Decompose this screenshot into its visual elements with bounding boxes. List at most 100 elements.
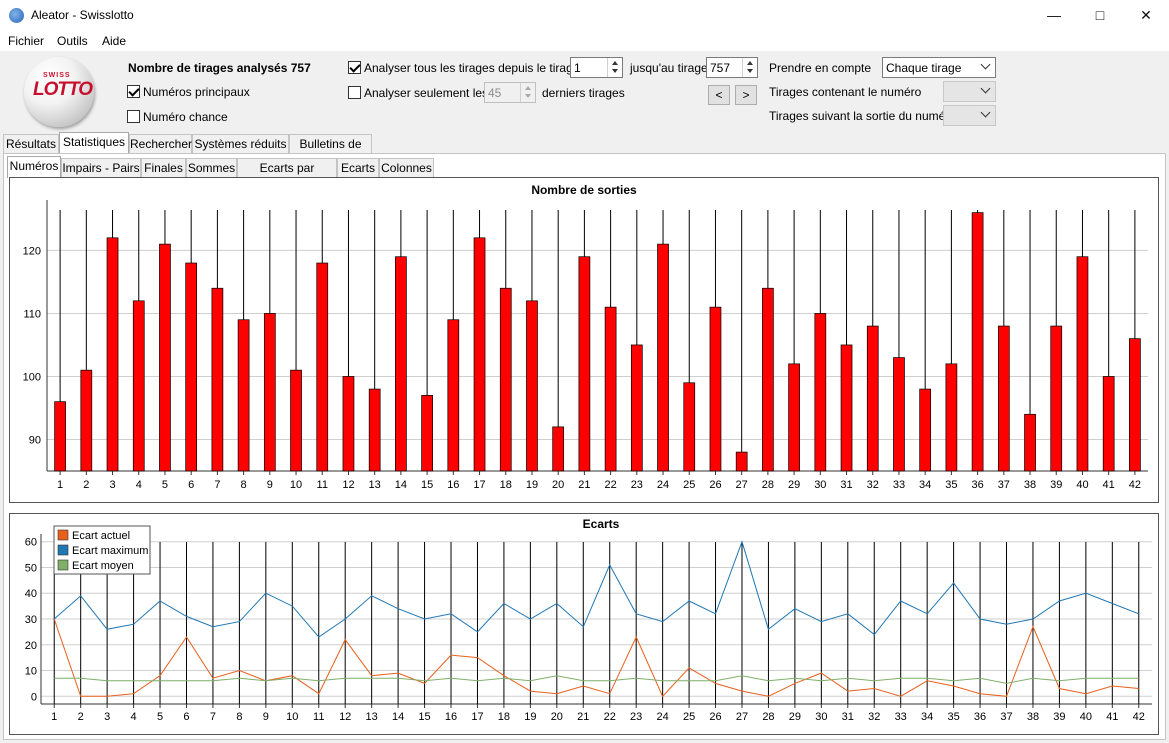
tirages-contenant-label: Tirages contenant le numéro xyxy=(769,85,922,99)
maximize-icon[interactable]: □ xyxy=(1095,7,1105,23)
bar xyxy=(762,287,774,472)
bar xyxy=(735,451,748,472)
x-tick-label: 26 xyxy=(709,479,721,491)
bar xyxy=(657,243,669,472)
y-tick-label: 10 xyxy=(25,666,37,678)
bar xyxy=(919,388,932,472)
bar xyxy=(132,300,145,472)
x-tick-label: 21 xyxy=(578,479,590,491)
y-tick-label: 100 xyxy=(23,371,41,383)
x-tick-label: 6 xyxy=(183,711,189,723)
logo-text-big: LOTTO xyxy=(33,79,93,100)
x-tick-label: 27 xyxy=(736,479,748,491)
logo-text-small: SWISS xyxy=(43,72,71,79)
tirages-contenant-select[interactable] xyxy=(943,81,996,102)
bar xyxy=(342,376,355,472)
analyse-last-checkbox[interactable] xyxy=(348,86,361,99)
x-tick-label: 21 xyxy=(577,711,589,723)
last-count-spinner[interactable]: 45 xyxy=(484,82,536,103)
main-numbers-checkbox[interactable] xyxy=(127,85,140,98)
tab-sommes[interactable]: Sommes xyxy=(186,158,237,178)
from-draw-spinner[interactable]: 1 xyxy=(570,57,623,78)
analyse-last-label: Analyser seulement les xyxy=(364,86,489,100)
chart-title: Nombre de sorties xyxy=(531,183,637,197)
to-draw-label: jusqu'au tirage xyxy=(630,61,708,75)
tab-statistiques[interactable]: Statistiques xyxy=(59,132,129,154)
bar xyxy=(1129,338,1141,472)
tab-impairs-pairs[interactable]: Impairs - Pairs xyxy=(61,158,141,178)
bar xyxy=(54,401,66,472)
last-count-arrows[interactable] xyxy=(520,83,535,102)
tirages-suivant-select[interactable] xyxy=(943,105,996,126)
tab-numeros[interactable]: Numéros xyxy=(7,156,61,178)
bar xyxy=(709,306,722,472)
ecarts-chart-frame: Ecarts 0 10 20 30 40 50 60 1 2 3 4 5 6 7 8 9 10 11 12 13 14 15… xyxy=(9,513,1159,735)
x-tick-label: 41 xyxy=(1106,711,1118,723)
prendre-en-compte-select[interactable]: Chaque tirage xyxy=(882,57,996,78)
x-tick-label: 32 xyxy=(867,479,879,491)
minimize-icon[interactable]: — xyxy=(1047,7,1061,23)
bar xyxy=(185,262,198,472)
bar xyxy=(106,237,119,472)
legend-swatch xyxy=(57,529,69,541)
x-tick-label: 20 xyxy=(551,711,563,723)
tab-ecarts[interactable]: Ecarts xyxy=(337,158,379,178)
x-tick-label: 2 xyxy=(83,479,89,491)
tab-finales[interactable]: Finales xyxy=(141,158,186,178)
app-icon xyxy=(9,8,24,23)
x-tick-label: 26 xyxy=(709,711,721,723)
tab-bulletins-de-jeu[interactable]: Bulletins de jeu xyxy=(289,134,372,169)
chance-number-checkbox[interactable] xyxy=(127,110,140,123)
main-numbers-label: Numéros principaux xyxy=(143,85,250,99)
next-button[interactable]: > xyxy=(735,85,757,105)
x-tick-label: 13 xyxy=(369,479,381,491)
tab-resultats[interactable]: Résultats xyxy=(3,134,59,154)
x-tick-label: 5 xyxy=(157,711,163,723)
y-tick-label: 40 xyxy=(25,588,37,600)
bar xyxy=(840,344,853,472)
tab-ecarts-par-numero[interactable]: Ecarts par numéro xyxy=(237,158,337,193)
x-tick-label: 22 xyxy=(604,479,616,491)
x-tick-label: 32 xyxy=(868,711,880,723)
x-tick-label: 16 xyxy=(445,711,457,723)
y-tick-label: 90 xyxy=(29,434,41,446)
x-tick-label: 3 xyxy=(109,479,115,491)
x-tick-label: 36 xyxy=(974,711,986,723)
to-draw-arrows[interactable] xyxy=(742,58,757,77)
bar xyxy=(368,388,381,472)
x-tick-label: 10 xyxy=(286,711,298,723)
bar xyxy=(1050,325,1063,472)
from-draw-arrows[interactable] xyxy=(607,58,622,77)
analyse-all-checkbox[interactable] xyxy=(348,61,361,74)
legend-swatch xyxy=(57,544,69,556)
x-tick-label: 14 xyxy=(395,479,407,491)
legend-box xyxy=(53,525,151,575)
chevron-down-icon xyxy=(980,59,991,70)
chevron-down-icon xyxy=(980,83,991,94)
menu-aide[interactable]: Aide xyxy=(102,34,127,48)
bar xyxy=(945,363,958,472)
tab-rechercher[interactable]: Rechercher xyxy=(129,134,192,154)
x-tick-label: 4 xyxy=(136,479,142,491)
menu-fichier[interactable]: Fichier xyxy=(8,34,45,48)
previous-button[interactable]: < xyxy=(708,85,730,105)
x-tick-label: 35 xyxy=(947,711,959,723)
x-tick-label: 18 xyxy=(498,711,510,723)
x-tick-label: 38 xyxy=(1024,479,1036,491)
x-tick-label: 6 xyxy=(188,479,194,491)
x-tick-label: 35 xyxy=(945,479,957,491)
bar xyxy=(866,325,879,472)
analyse-all-label: Analyser tous les tirages depuis le tira… xyxy=(364,61,580,75)
menu-outils[interactable]: Outils xyxy=(57,34,88,48)
bar xyxy=(552,426,565,472)
to-draw-spinner[interactable]: 757 xyxy=(706,57,758,78)
x-tick-label: 18 xyxy=(500,479,512,491)
bar xyxy=(578,256,591,472)
bar xyxy=(630,344,643,472)
tab-systemes-reduits[interactable]: Systèmes réduits xyxy=(192,134,289,154)
x-tick-label: 39 xyxy=(1050,479,1062,491)
bar xyxy=(421,395,433,472)
tab-colonnes[interactable]: Colonnes xyxy=(379,158,434,178)
close-icon[interactable]: ✕ xyxy=(1140,7,1152,23)
legend-label: Ecart maximum xyxy=(72,545,148,557)
